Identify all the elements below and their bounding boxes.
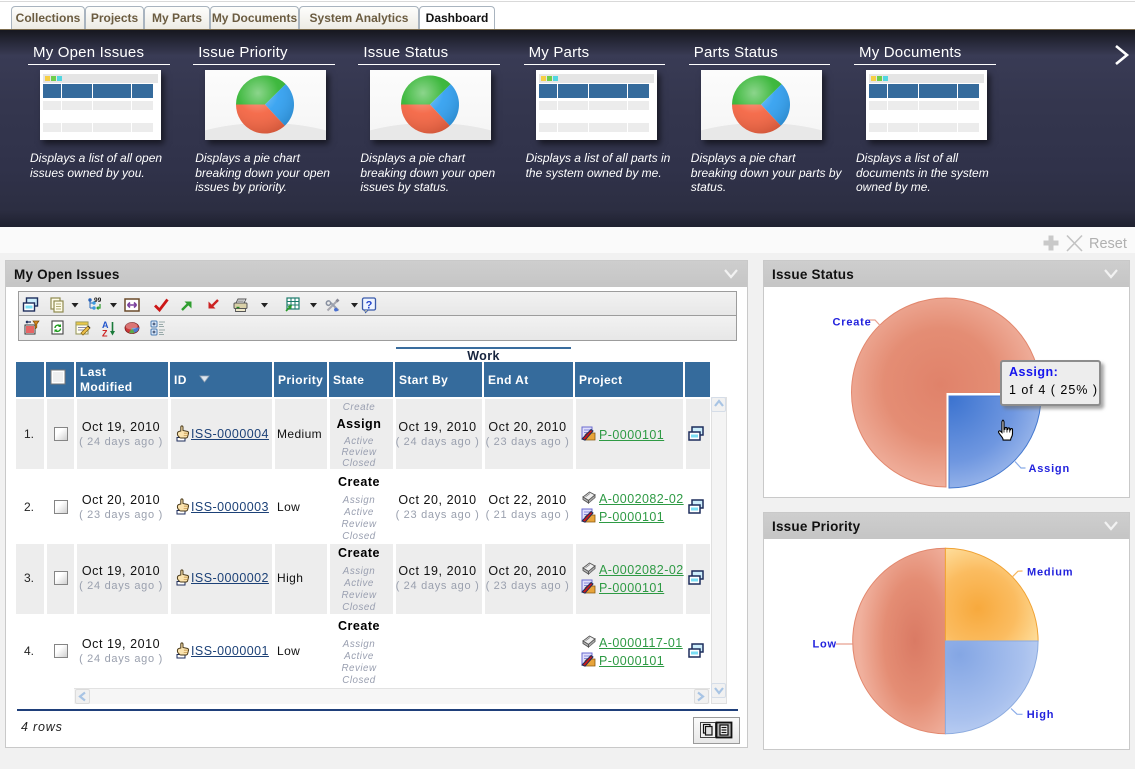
svg-text:High: High: [1027, 709, 1055, 721]
svg-text:Reset: Reset: [1089, 236, 1127, 252]
svg-text:Low: Low: [813, 639, 837, 651]
svg-text:Medium: Medium: [1027, 566, 1073, 578]
svg-text:Assign: Assign: [1029, 463, 1070, 475]
svg-text:Create: Create: [833, 317, 872, 329]
